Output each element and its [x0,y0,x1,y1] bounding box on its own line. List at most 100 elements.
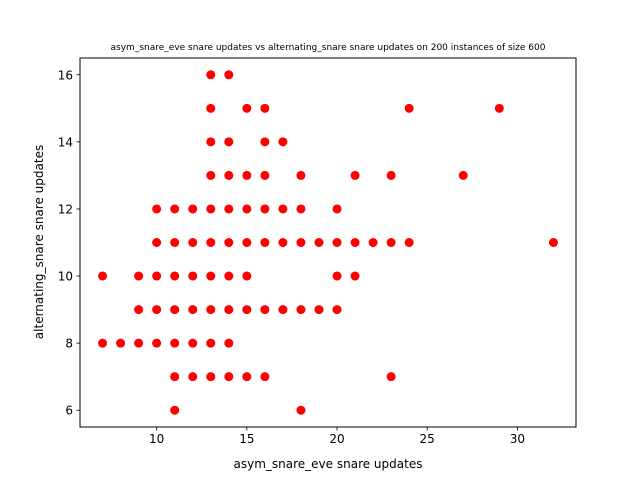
data-point [350,170,360,180]
data-point [206,204,216,214]
x-tick-label: 30 [510,432,525,446]
data-point [296,305,306,315]
data-point [242,204,252,214]
data-point [152,238,162,247]
data-point [278,238,288,247]
chart-title: asym_snare_eve snare updates vs alternat… [111,43,546,53]
data-point [134,271,144,281]
data-point [152,305,162,315]
data-point [170,338,180,348]
data-point [278,305,288,315]
data-point [206,170,216,180]
data-point [278,204,288,214]
data-point [206,238,216,247]
data-point [296,204,306,214]
data-point [350,238,360,247]
x-tick-label: 10 [149,432,164,446]
data-point [386,170,396,180]
data-point [548,238,558,247]
data-point [170,372,180,382]
x-tick-label: 25 [420,432,435,446]
data-point [188,372,198,382]
data-point [224,204,234,214]
data-point [242,372,252,382]
y-tick-label: 10 [58,270,73,284]
data-point [188,238,198,247]
data-point [188,338,198,348]
data-point [296,405,306,415]
data-point [224,137,234,147]
data-point [170,238,180,247]
data-point [98,271,108,281]
y-tick-label: 16 [58,68,73,82]
data-point [134,305,144,315]
data-point [260,170,270,180]
data-point [332,271,342,281]
data-point [224,305,234,315]
x-axis-label: asym_snare_eve snare updates [234,457,423,471]
data-point [404,238,414,247]
data-point [494,103,504,113]
data-point [170,405,180,415]
y-tick-label: 6 [65,404,73,418]
data-point [278,137,288,147]
data-point [242,103,252,113]
y-axis: 6 8 10 12 14 16 [58,68,80,418]
data-point [260,305,270,315]
data-point [206,305,216,315]
y-axis-label: alternating_snare snare updates [32,145,46,339]
data-point [98,338,108,348]
x-axis: 10 15 20 25 30 [149,427,525,446]
data-point [404,103,414,113]
data-point [206,103,216,113]
data-point [332,305,342,315]
data-point [170,271,180,281]
data-point [332,238,342,247]
data-point [224,271,234,281]
data-point [350,271,360,281]
data-point [134,338,144,348]
data-point [170,204,180,214]
y-tick-label: 14 [58,135,73,149]
data-point [242,170,252,180]
data-point [170,305,180,315]
data-point [242,238,252,247]
data-point [314,305,324,315]
data-point [260,103,270,113]
data-point [188,204,198,214]
y-tick-label: 12 [58,202,73,216]
data-point [260,372,270,382]
data-point [224,238,234,247]
y-tick-label: 8 [65,337,73,351]
data-point [260,238,270,247]
data-point [152,204,162,214]
data-point [224,338,234,348]
data-point [314,238,324,247]
points-layer [98,70,558,415]
data-point [206,271,216,281]
x-tick-label: 20 [329,432,344,446]
data-point [260,137,270,147]
data-point [206,137,216,147]
data-point [224,372,234,382]
data-point [296,238,306,247]
data-point [152,271,162,281]
data-point [458,170,468,180]
data-point [296,170,306,180]
data-point [116,338,126,348]
data-point [224,170,234,180]
data-point [188,305,198,315]
data-point [242,305,252,315]
data-point [386,238,396,247]
plot-area-frame [79,57,577,428]
data-point [152,338,162,348]
data-point [386,372,396,382]
data-point [242,271,252,281]
data-point [368,238,378,247]
data-point [188,271,198,281]
data-point [206,70,216,80]
data-point [206,338,216,348]
data-point [260,204,270,214]
data-point [206,372,216,382]
